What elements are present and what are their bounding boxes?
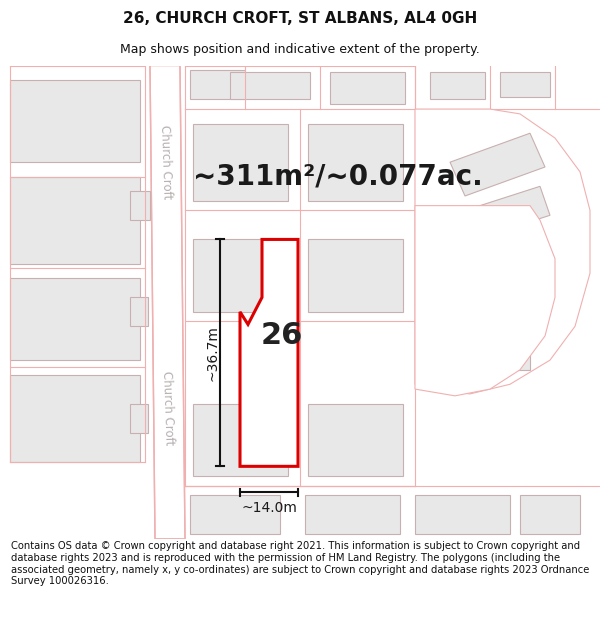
Bar <box>130 404 148 432</box>
Bar <box>460 317 530 370</box>
Bar <box>520 495 580 534</box>
Text: Church Croft: Church Croft <box>160 371 176 446</box>
Bar <box>193 404 288 476</box>
Bar <box>190 495 280 534</box>
Bar <box>305 495 400 534</box>
Bar <box>193 124 288 201</box>
Bar <box>415 495 510 534</box>
Bar <box>130 298 148 326</box>
Text: 26, CHURCH CROFT, ST ALBANS, AL4 0GH: 26, CHURCH CROFT, ST ALBANS, AL4 0GH <box>123 11 477 26</box>
Bar <box>190 71 245 99</box>
Text: ~36.7m: ~36.7m <box>205 325 219 381</box>
Bar <box>10 80 140 162</box>
Polygon shape <box>450 133 545 196</box>
Bar <box>455 230 535 292</box>
Bar <box>308 404 403 476</box>
Polygon shape <box>465 186 550 239</box>
Bar <box>10 374 140 461</box>
Text: Contains OS data © Crown copyright and database right 2021. This information is : Contains OS data © Crown copyright and d… <box>11 541 589 586</box>
Bar <box>193 239 288 312</box>
Text: ~14.0m: ~14.0m <box>241 501 297 515</box>
Polygon shape <box>415 206 555 396</box>
Bar <box>308 124 403 201</box>
Bar <box>230 72 310 99</box>
Bar <box>500 72 550 96</box>
Polygon shape <box>150 66 185 539</box>
Bar <box>130 191 150 220</box>
Polygon shape <box>240 239 298 466</box>
Text: 26: 26 <box>261 321 303 351</box>
Polygon shape <box>415 109 590 394</box>
Bar <box>10 278 140 360</box>
Text: Church Croft: Church Croft <box>158 125 174 199</box>
Bar <box>10 177 140 264</box>
Text: ~311m²/~0.077ac.: ~311m²/~0.077ac. <box>193 162 483 191</box>
Bar <box>308 239 403 312</box>
Text: Map shows position and indicative extent of the property.: Map shows position and indicative extent… <box>120 42 480 56</box>
Bar <box>330 72 405 104</box>
Bar <box>430 72 485 99</box>
